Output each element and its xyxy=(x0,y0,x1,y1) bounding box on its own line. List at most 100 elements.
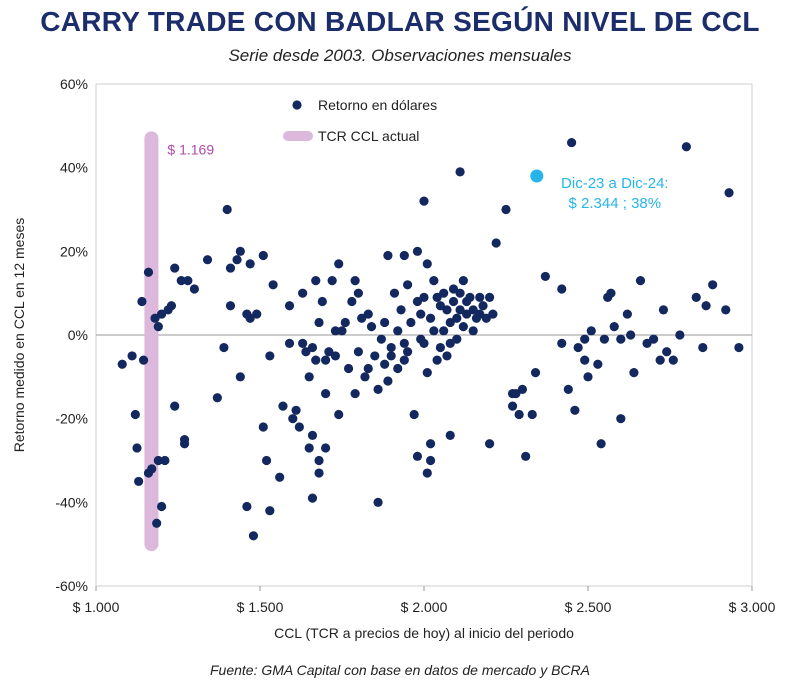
data-point xyxy=(419,292,429,302)
data-point xyxy=(298,288,308,298)
data-point xyxy=(599,334,610,344)
y-tick-label: 20% xyxy=(60,243,88,259)
data-point xyxy=(304,443,314,453)
data-point xyxy=(422,468,432,478)
data-point xyxy=(202,255,213,265)
data-point xyxy=(225,263,236,273)
data-point xyxy=(321,443,331,453)
data-point xyxy=(337,326,347,336)
data-point xyxy=(383,376,393,386)
data-point xyxy=(311,276,321,286)
data-point xyxy=(232,255,242,265)
data-point xyxy=(393,363,403,374)
data-point xyxy=(567,137,577,148)
data-point xyxy=(429,276,439,286)
data-point xyxy=(442,305,452,315)
data-point xyxy=(399,338,409,348)
data-point xyxy=(406,317,416,328)
data-point xyxy=(616,414,626,424)
data-point xyxy=(301,347,311,357)
data-point xyxy=(596,439,606,449)
x-tick-label: $ 1.500 xyxy=(237,599,284,615)
data-point xyxy=(127,351,137,361)
data-point xyxy=(380,317,390,328)
data-point xyxy=(445,317,455,328)
data-point xyxy=(563,384,573,394)
data-point xyxy=(157,501,167,512)
data-point xyxy=(455,167,465,177)
data-point xyxy=(314,468,324,478)
data-point xyxy=(179,439,190,449)
data-point xyxy=(219,342,229,353)
data-point xyxy=(445,430,455,440)
data-point xyxy=(521,451,531,461)
data-point xyxy=(288,414,298,424)
data-point xyxy=(248,531,259,541)
data-point xyxy=(580,334,590,344)
data-point xyxy=(380,359,390,369)
data-point xyxy=(245,259,255,269)
data-point xyxy=(307,430,318,440)
data-point xyxy=(350,276,360,286)
data-point xyxy=(373,497,383,507)
data-point xyxy=(432,355,442,365)
data-point xyxy=(294,422,304,432)
data-point xyxy=(642,338,652,348)
data-point xyxy=(153,455,163,466)
data-point xyxy=(616,334,626,344)
data-point xyxy=(363,309,373,319)
data-point xyxy=(488,309,498,319)
y-tick-label: -20% xyxy=(55,411,88,427)
data-point xyxy=(580,355,590,365)
data-point xyxy=(363,363,373,374)
y-tick-label: 0% xyxy=(68,327,88,343)
data-point xyxy=(439,326,449,336)
data-point xyxy=(540,271,550,282)
data-point xyxy=(649,334,659,344)
data-point xyxy=(291,405,301,415)
data-point xyxy=(708,280,718,290)
chart-subtitle: Serie desde 2003. Observaciones mensuale… xyxy=(228,46,572,65)
data-point xyxy=(458,276,468,286)
data-point xyxy=(386,351,396,361)
data-point xyxy=(284,301,295,311)
data-point xyxy=(353,347,363,357)
data-point xyxy=(147,464,157,474)
data-point xyxy=(527,409,537,420)
data-point xyxy=(383,250,393,261)
data-point xyxy=(419,196,429,206)
data-point xyxy=(330,326,341,336)
data-point xyxy=(150,313,160,323)
data-point xyxy=(137,296,147,307)
data-point xyxy=(609,322,619,332)
y-tick-label: 40% xyxy=(60,160,88,176)
data-point xyxy=(396,305,406,315)
data-point xyxy=(130,409,140,420)
data-point xyxy=(586,326,596,336)
data-point xyxy=(570,405,580,415)
data-point xyxy=(370,351,380,361)
data-point xyxy=(517,384,528,394)
data-point xyxy=(258,422,268,432)
data-point xyxy=(153,322,163,332)
data-point xyxy=(668,355,678,365)
data-point xyxy=(691,292,701,302)
data-point xyxy=(416,309,426,319)
data-point xyxy=(360,372,370,382)
x-axis-label: CCL (TCR a precios de hoy) al inicio del… xyxy=(274,625,574,641)
data-point xyxy=(514,409,524,420)
data-point xyxy=(468,305,478,315)
x-tick-label: $ 2.000 xyxy=(401,599,448,615)
data-point xyxy=(409,409,419,420)
data-point xyxy=(629,368,639,378)
data-point xyxy=(258,250,268,261)
data-point xyxy=(317,296,327,307)
data-point xyxy=(245,313,255,323)
data-point xyxy=(455,305,465,315)
legend-label-returns: Retorno en dólares xyxy=(318,97,437,113)
y-tick-label: -40% xyxy=(55,494,88,510)
x-tick-label: $ 3.000 xyxy=(729,599,776,615)
data-point xyxy=(425,455,436,466)
data-point xyxy=(275,472,285,482)
